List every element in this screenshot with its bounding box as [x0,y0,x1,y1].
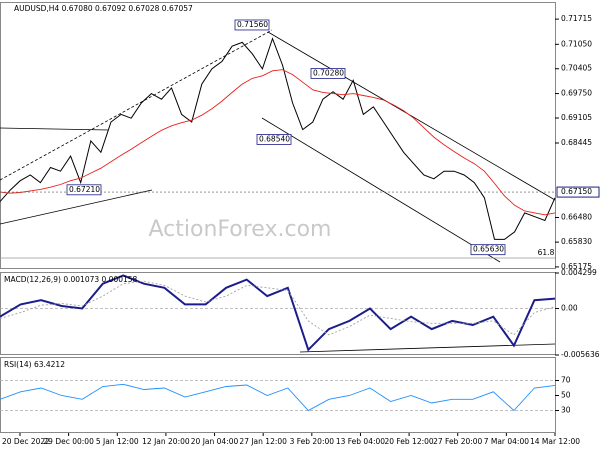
y-tick-label: 0.65830 [561,237,592,246]
series-line [0,37,556,240]
y-tick-label: 0.68445 [561,138,592,147]
macd-panel [0,272,556,355]
panel-title: MACD(12,26,9) 0.001073 0.000158 [4,275,138,284]
y-tick-label: 0.69750 [561,89,592,98]
price-annotation: 0.71560 [237,20,268,29]
x-tick-label: 29 Dec 00:00 [43,437,94,446]
x-tick-label: 14 Mar 12:00 [530,437,580,446]
y-tick-label: 70 [561,376,571,385]
y-tick-label: 0.71715 [561,14,592,23]
price-annotation: 0.70280 [313,68,344,77]
rsi-panel [0,357,556,433]
x-tick-label: 20 Jan 04:00 [191,437,239,446]
x-tick-label: 27 Feb 20:00 [433,437,482,446]
price-annotation-box [470,244,506,256]
series-line [0,280,556,336]
fib-label: 61.8 [538,248,555,257]
price-annotation-box [234,19,270,31]
y-tick-label: 0.00 [561,303,578,312]
watermark: ActionForex.com [149,217,332,242]
y-tick-label: 0.004299 [561,268,597,277]
price-annotation: 0.65630 [473,245,504,254]
series-line [0,274,556,352]
x-tick-label: 3 Feb 20:00 [290,437,335,446]
y-tick-label: 0.70405 [561,64,592,73]
x-tick-label: 13 Feb 04:00 [336,437,385,446]
price-annotation-box [310,68,346,79]
series-line [0,383,556,412]
y-tick-label: 0.66480 [561,212,592,221]
y-tick-label: 0.69105 [561,113,592,122]
x-tick-label: 7 Mar 04:00 [484,437,530,446]
x-tick-label: 12 Jan 20:00 [142,437,190,446]
current-price-label: 0.67150 [561,187,592,196]
current-price-box [556,186,600,198]
price-annotation: 0.68540 [259,134,290,143]
series-line [0,69,556,216]
price-panel [0,2,556,269]
price-annotation-box [256,134,292,145]
panel-title: RSI(14) 63.4212 [4,360,65,369]
x-tick-label: 20 Feb 12:00 [384,437,433,446]
x-tick-label: 27 Jan 12:00 [239,437,287,446]
x-tick-label: 5 Jan 12:00 [96,437,139,446]
y-tick-label: 0.71050 [561,39,592,48]
y-tick-label: 50 [561,391,571,400]
x-tick-label: 20 Dec 2022 [2,437,50,446]
chart-title: AUDUSD,H4 0.67080 0.67092 0.67028 0.6705… [14,4,193,13]
y-tick-label: 30 [561,406,571,415]
y-tick-label: 0.65175 [561,262,592,271]
price-annotation: 0.67210 [69,185,100,194]
y-tick-label: -0.005636 [561,350,600,359]
price-annotation-box [66,184,102,196]
